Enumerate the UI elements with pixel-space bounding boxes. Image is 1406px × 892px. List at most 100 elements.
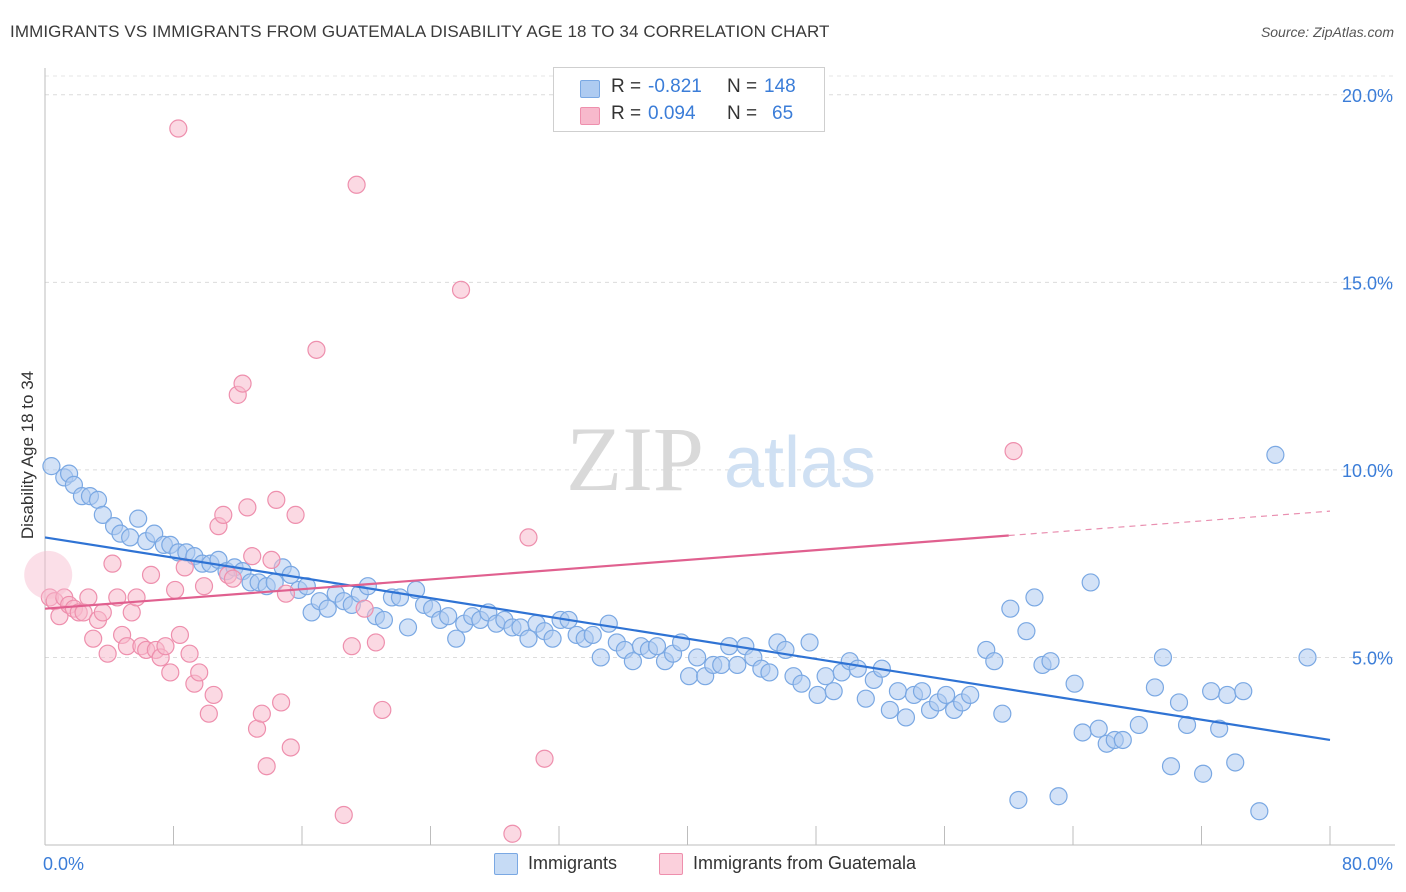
- guatemala-point: [194, 577, 214, 596]
- guatemala-point: [1004, 442, 1023, 461]
- immigrants-point: [961, 685, 980, 705]
- guatemala-point: [223, 569, 243, 588]
- guatemala-point: [451, 280, 471, 299]
- y-tick-label: 5.0%: [1352, 648, 1393, 668]
- legend-n-label: N =: [727, 103, 758, 124]
- guatemala-point: [103, 554, 122, 573]
- guatemala-point: [199, 704, 218, 723]
- guatemala-point: [342, 637, 361, 656]
- immigrants-point: [519, 629, 538, 648]
- immigrants-point: [318, 599, 337, 618]
- correlation-legend: R = -0.821 N = 148 R = 0.094 N = 65: [553, 67, 825, 132]
- guatemala-trend-line-extension: [1008, 510, 1331, 537]
- immigrants-point: [1041, 652, 1060, 671]
- immigrants-point: [1009, 790, 1028, 810]
- immigrants-point: [1298, 648, 1317, 667]
- immigrants-point: [121, 528, 140, 547]
- immigrants-point: [792, 674, 811, 693]
- axis-layer: [44, 68, 1395, 846]
- immigrants-point: [42, 457, 61, 476]
- guatemala-point: [355, 599, 374, 618]
- points-layer: [24, 119, 1317, 843]
- guatemala-point: [262, 550, 281, 570]
- guatemala-point: [286, 505, 305, 524]
- guatemala-point: [180, 644, 199, 663]
- legend-r-label: R =: [611, 76, 642, 97]
- immigrants-point: [599, 614, 618, 633]
- chart-title: IMMIGRANTS VS IMMIGRANTS FROM GUATEMALA …: [10, 22, 830, 41]
- y-tick-label: 20.0%: [1342, 86, 1393, 106]
- bottom-legend-label-guatemala: Immigrants from Guatemala: [693, 853, 917, 873]
- guatemala-point: [334, 805, 353, 825]
- immigrants-point: [1234, 682, 1253, 701]
- immigrants-trend-line: [44, 536, 1331, 742]
- immigrants-point: [591, 648, 610, 667]
- immigrants-point: [1081, 573, 1100, 592]
- legend-r-value: 0.094: [648, 103, 696, 124]
- guatemala-point: [84, 629, 103, 648]
- guatemala-point: [307, 340, 326, 359]
- immigrants-point: [680, 667, 699, 686]
- watermark-zip: ZIP: [566, 408, 704, 510]
- immigrants-point: [993, 704, 1012, 723]
- y-tick-label: 10.0%: [1342, 461, 1393, 481]
- guatemala-point: [79, 588, 98, 607]
- immigrants-point: [88, 490, 108, 509]
- immigrants-point: [985, 652, 1004, 671]
- guatemala-point: [108, 588, 127, 607]
- immigrants-point: [1202, 682, 1221, 701]
- immigrants-point: [760, 663, 779, 682]
- immigrants-point: [1049, 787, 1068, 806]
- guatemala-point: [161, 663, 180, 682]
- immigrants-point: [800, 633, 819, 652]
- guatemala-point: [170, 625, 190, 645]
- immigrants-point: [1210, 719, 1229, 738]
- immigrants-point: [1226, 753, 1245, 772]
- watermark: ZIP atlas: [566, 408, 876, 510]
- legend-r-label: R =: [611, 103, 642, 124]
- immigrants-point: [808, 685, 827, 705]
- immigrants-point: [896, 708, 916, 727]
- guatemala-point: [98, 644, 117, 663]
- source-label: Source: ZipAtlas.com: [1260, 24, 1394, 40]
- immigrants-point: [880, 700, 899, 720]
- immigrants-point: [1145, 678, 1165, 697]
- watermark-atlas: atlas: [724, 423, 876, 503]
- immigrants-point: [712, 655, 731, 675]
- guatemala-point: [169, 119, 188, 138]
- legend-swatch-immigrants: [580, 80, 600, 98]
- guatemala-trend-line: [44, 534, 1009, 610]
- tick-label-layer: 5.0% 10.0% 15.0% 20.0% 0.0% 80.0%: [43, 86, 1393, 874]
- immigrants-point: [1169, 693, 1189, 712]
- immigrants-point: [647, 637, 667, 656]
- immigrants-point: [848, 659, 867, 678]
- immigrants-point: [688, 648, 707, 667]
- guatemala-point: [373, 700, 392, 720]
- guatemala-point: [127, 588, 146, 607]
- y-tick-label: 15.0%: [1342, 273, 1393, 293]
- immigrants-point: [358, 577, 377, 596]
- guatemala-point: [366, 633, 385, 652]
- bottom-legend-swatch-guatemala: [659, 853, 683, 875]
- guatemala-point: [257, 757, 276, 776]
- immigrants-point: [824, 682, 843, 701]
- immigrants-point: [1250, 802, 1269, 821]
- immigrants-point: [937, 685, 956, 705]
- guatemala-point: [214, 505, 233, 524]
- guatemala-point: [252, 704, 271, 723]
- immigrants-point: [93, 505, 112, 524]
- immigrants-point: [816, 667, 835, 686]
- immigrants-point: [1266, 445, 1285, 464]
- guatemala-point: [267, 490, 286, 509]
- trend-layer: [44, 510, 1331, 742]
- immigrants-point: [912, 682, 932, 701]
- guatemala-point: [347, 175, 366, 194]
- guatemala-point: [233, 374, 252, 393]
- immigrants-point: [1113, 730, 1132, 750]
- bottom-legend-label-immigrants: Immigrants: [528, 853, 618, 873]
- guatemala-point-large: [24, 550, 73, 599]
- x-tick-label: 0.0%: [43, 854, 84, 874]
- guatemala-point: [190, 663, 209, 682]
- immigrants-point: [398, 618, 418, 637]
